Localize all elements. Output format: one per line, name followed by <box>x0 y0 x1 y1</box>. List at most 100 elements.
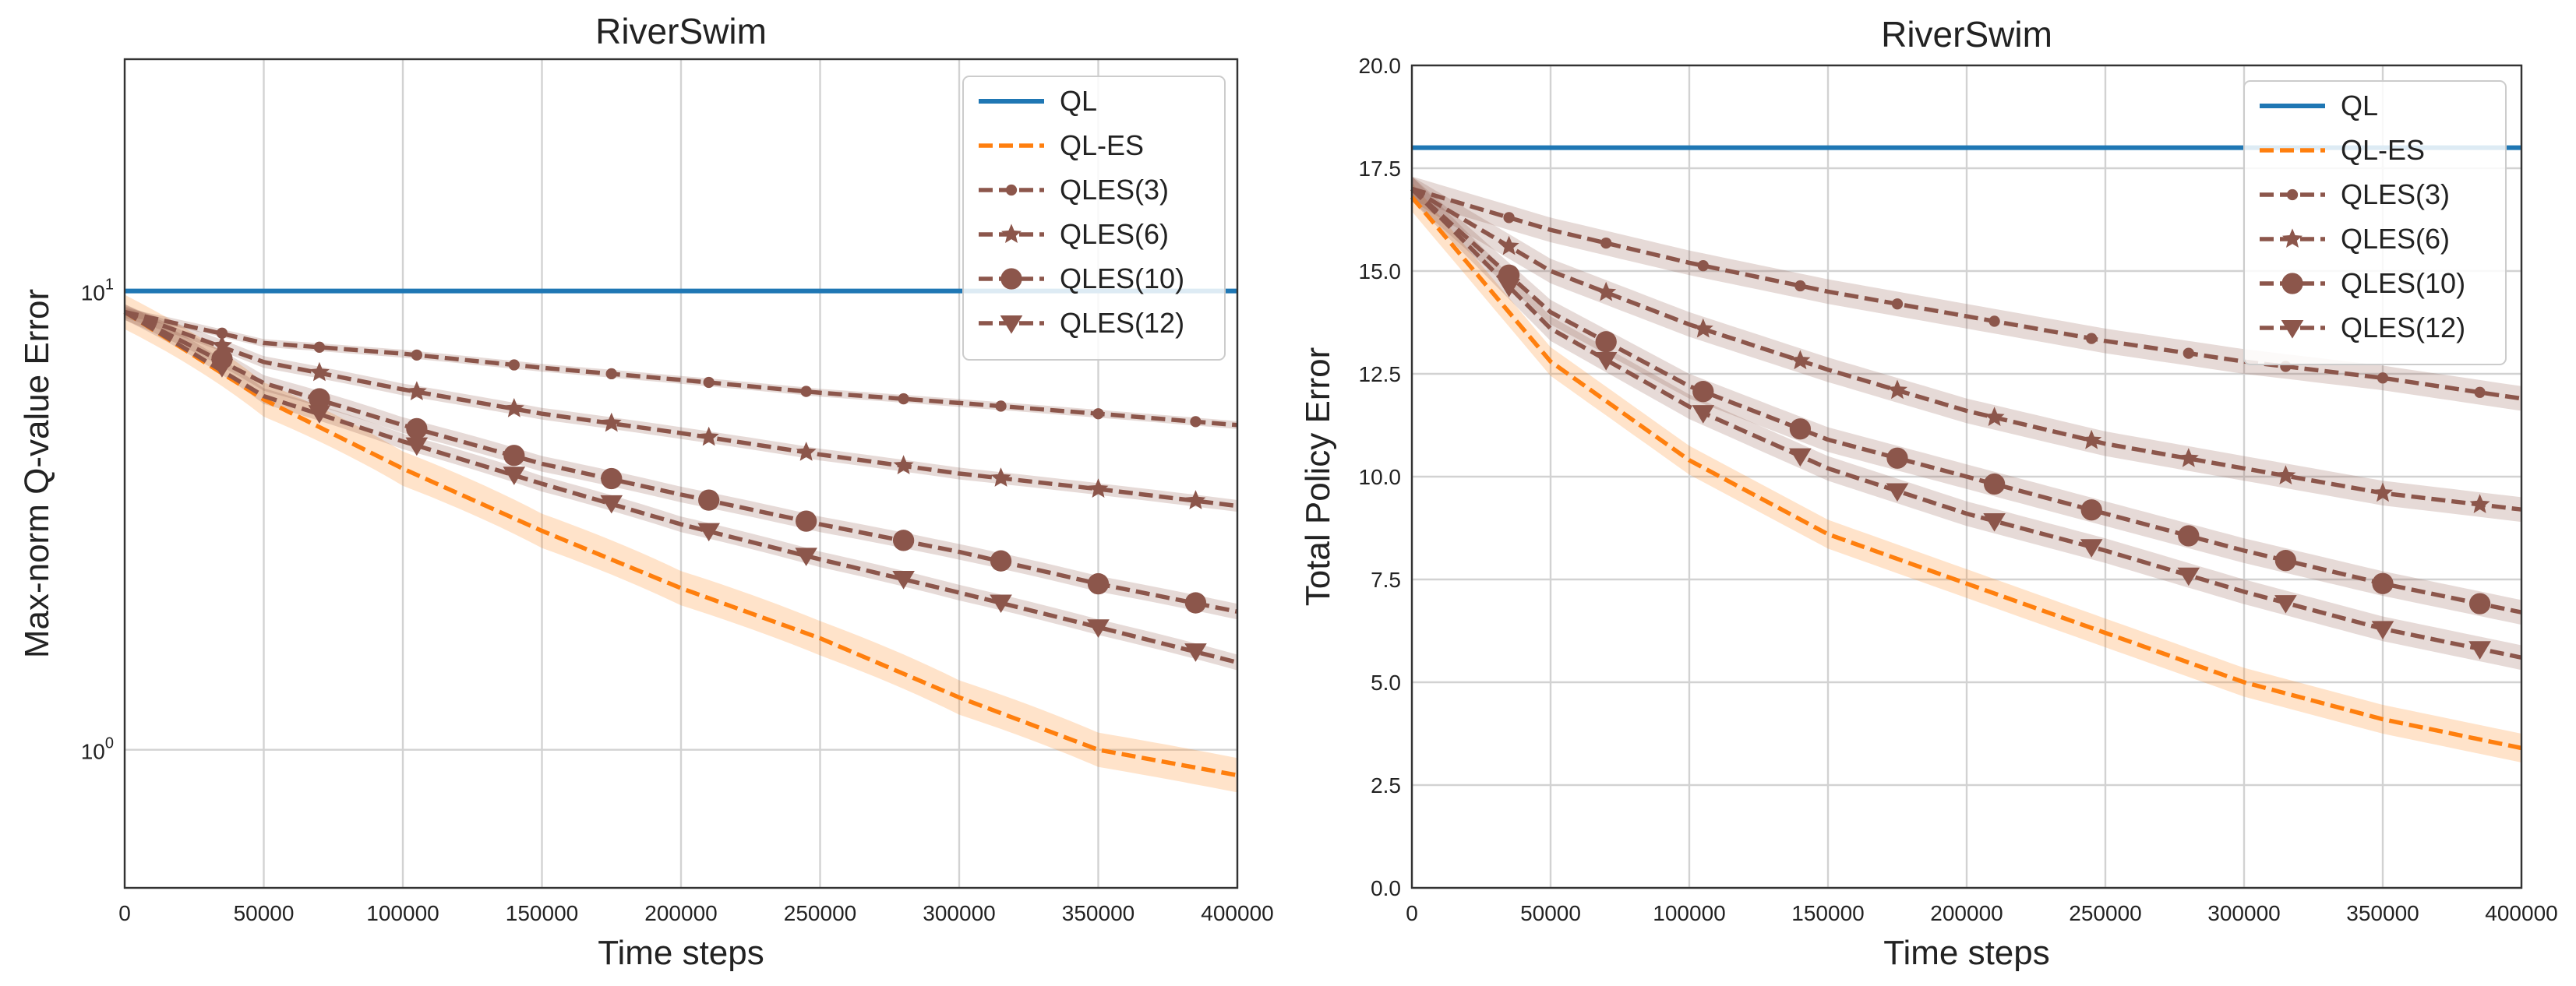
data-point-qles-6 <box>1887 379 1907 400</box>
data-point-qles-12 <box>503 467 526 485</box>
series-markers-qles-6 <box>212 335 1206 509</box>
data-point-qles-12 <box>697 523 720 542</box>
chart-title: RiverSwim <box>1881 14 2052 55</box>
legend-label: QLES(6) <box>2341 223 2450 255</box>
data-point-qles-6 <box>212 335 232 354</box>
legend-marker <box>1000 315 1023 334</box>
data-point-qles-6 <box>2081 429 2102 449</box>
legend-label: QL <box>1060 85 1097 117</box>
legend: QL QL-ES QLES(3) QLES(6) QLES(10) QLES(12) <box>962 76 1226 361</box>
y-tick-label: 12.5 <box>1359 362 1402 386</box>
data-point-qles-10 <box>309 388 330 410</box>
data-point-qles-12 <box>1789 448 1812 467</box>
series-line-qles-12 <box>123 310 1238 665</box>
data-point-qles-3 <box>411 349 422 361</box>
series-markers-qles-12 <box>1498 279 2491 660</box>
data-point-qles-12 <box>600 495 623 514</box>
data-point-qles-3 <box>313 341 326 353</box>
data-point-qles-3 <box>1891 298 1904 310</box>
data-point-qles-12 <box>1886 483 1909 502</box>
data-point-qles-10 <box>1184 592 1207 614</box>
legend-marker <box>2286 188 2299 201</box>
plot-frame <box>1410 64 2523 889</box>
legend-item-ql-es: QL-ES <box>979 129 1144 161</box>
chart-right-policy-error: 0 50000 100000 150000 200000 250000 300000 3500… <box>1299 14 2558 972</box>
data-point-qles-10 <box>2080 499 2102 521</box>
data-point-qles-12 <box>990 594 1012 614</box>
data-point-qles-6 <box>2469 494 2490 513</box>
y-tick-label: 20.0 <box>1359 54 1402 78</box>
x-tick-label: 100000 <box>1653 901 1725 925</box>
data-point-qles-12 <box>2274 595 2297 614</box>
x-tick-label: 200000 <box>1930 901 2003 925</box>
data-point-qles-12 <box>1087 619 1110 638</box>
data-point-qles-6 <box>698 426 719 446</box>
x-tick-label: 250000 <box>2069 901 2141 925</box>
data-point-qles-12 <box>1594 352 1618 371</box>
data-point-qles-3 <box>1092 408 1104 420</box>
y-axis-label: Total Policy Error <box>1299 347 1337 607</box>
data-point-qles-3 <box>216 327 228 339</box>
legend-marker <box>2281 319 2304 339</box>
series-line-ql-es <box>1410 195 2522 751</box>
data-point-qles-3 <box>1600 237 1612 249</box>
data-point-qles-6 <box>601 412 622 432</box>
series-markers-qles-3 <box>216 327 1202 428</box>
data-point-qles-10 <box>2468 593 2491 614</box>
data-point-qles-6 <box>1984 407 2005 426</box>
y-tick-label: 15.0 <box>1359 259 1402 283</box>
x-tick-label: 0 <box>1406 901 1418 925</box>
data-point-qles-6 <box>893 455 914 474</box>
data-point-qles-12 <box>1983 513 2006 532</box>
data-point-qles-12 <box>308 405 331 424</box>
series-line-qles-3 <box>1411 186 2522 401</box>
x-tick-label: 150000 <box>506 901 578 925</box>
data-point-qles-3 <box>605 368 617 380</box>
x-tick-label: 400000 <box>1201 901 1273 925</box>
data-point-qles-10 <box>892 530 915 551</box>
series-band-qles-10 <box>1412 176 2521 625</box>
x-tick-label: 300000 <box>923 901 995 925</box>
axes: 0 50000 100000 150000 200000 250000 300000 3500… <box>81 58 1274 925</box>
x-tick-label: 350000 <box>1062 901 1134 925</box>
legend-label: QLES(10) <box>2341 267 2465 299</box>
data-point-qles-12 <box>210 359 234 378</box>
data-point-qles-6 <box>2275 465 2296 484</box>
data-point-qles-3 <box>995 400 1007 412</box>
data-point-qles-3 <box>1794 280 1806 292</box>
data-point-qles-6 <box>1790 350 1811 370</box>
legend-label: QLES(3) <box>2341 178 2450 210</box>
data-point-qles-3 <box>1190 416 1202 428</box>
data-point-qles-3 <box>1697 259 1709 272</box>
data-point-qles-10 <box>601 467 623 490</box>
series-line-qles-3 <box>124 309 1238 428</box>
series-markers-qles-3 <box>1503 212 2486 398</box>
data-point-qles-12 <box>1692 405 1715 424</box>
legend-marker <box>2282 228 2303 248</box>
legend-item-qles-6: QLES(6) <box>979 218 1169 250</box>
legend-label: QL <box>2341 90 2378 121</box>
x-axis-label: Time steps <box>1883 934 2050 972</box>
x-tick-label: 350000 <box>2346 901 2419 925</box>
data-point-qles-6 <box>796 442 817 461</box>
legend-label: QL-ES <box>2341 134 2425 166</box>
data-point-qles-12 <box>2371 621 2394 639</box>
data-point-qles-3 <box>2086 333 2098 344</box>
x-tick-label: 100000 <box>366 901 439 925</box>
data-point-qles-6 <box>1596 281 1617 301</box>
legend-label: QLES(12) <box>1060 307 1184 339</box>
data-point-qles-12 <box>2080 539 2103 558</box>
series-line-qles-6 <box>124 309 1238 509</box>
data-point-qles-10 <box>990 550 1012 572</box>
data-point-qles-10 <box>2372 572 2394 594</box>
y-tick-label: 0.0 <box>1371 876 1401 900</box>
data-point-qles-10 <box>1886 447 1908 469</box>
data-point-qles-6 <box>1088 478 1109 498</box>
series-line-qles-10 <box>1410 187 2522 614</box>
data-point-qles-6 <box>1185 490 1206 509</box>
data-point-qles-6 <box>2373 482 2393 502</box>
legend-label: QLES(10) <box>1060 262 1184 294</box>
y-tick-label: 17.5 <box>1359 157 1402 181</box>
legend-marker <box>1000 268 1022 290</box>
